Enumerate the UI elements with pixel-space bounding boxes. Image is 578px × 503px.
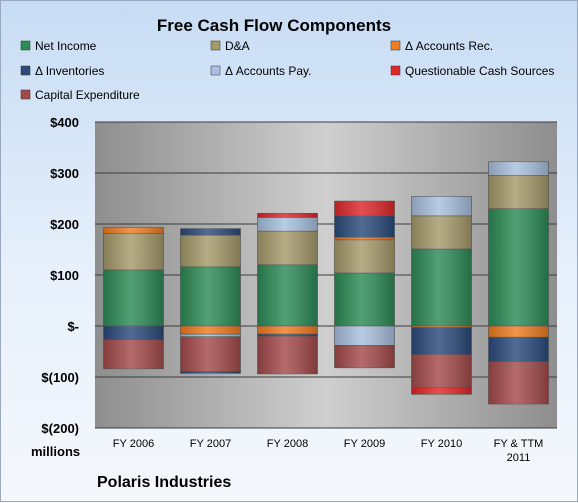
legend: Net Income D&A Δ Accounts Rec. Δ Inventorie… [20,39,554,102]
bar-segment-shading [411,248,472,326]
y-tick-label: $200 [50,217,79,232]
gridlines [95,121,557,429]
y-tick-label: $300 [50,166,79,181]
unit-label: millions [31,444,80,459]
bar-segment-shading [180,371,241,374]
bar-segment-shading [334,201,395,216]
legend-label-accounts-rec: Δ Accounts Rec. [405,39,493,53]
bar-segment-shading [180,336,241,372]
bar-segment-shading [488,175,549,209]
bar-segment-shading [411,327,472,355]
y-tick-label: $400 [50,115,79,130]
y-tick-label: $100 [50,268,79,283]
bar-segment-shading [411,354,472,388]
source-label: Polaris Industries [97,474,231,491]
x-axis-tick-labels: FY 2006 FY 2007 FY 2008 FY 2009 FY 2010 FY & … [113,438,544,464]
bar-segment-shading [488,361,549,405]
bar-segment-shading [334,345,395,368]
legend-label-accounts-pay: Δ Accounts Pay. [225,64,312,78]
bar-segment-shading [334,237,395,240]
legend-swatch-d-a [210,40,221,51]
y-tick-label: $(200) [41,421,79,436]
bar-segment-shading [103,269,164,326]
bar-segment-shading [257,264,318,326]
bar-segment-shading [334,239,395,273]
bar-segment-shading [488,161,549,176]
x-tick-label: FY 2006 [113,438,154,450]
legend-swatch-net-income [20,40,31,51]
x-tick-label: FY 2007 [190,438,231,450]
bar-segment-shading [257,326,318,335]
bar-segment-shading [411,215,472,249]
bar-segment-shading [257,336,318,374]
bar-segment-shading [180,334,241,337]
legend-label-net-income: Net Income [35,39,97,53]
legend-label-inventories: Δ Inventories [35,64,104,78]
bar-segment-shading [488,208,549,326]
bar-segment-shading [180,326,241,335]
x-tick-label: FY & TTM 2011 [494,438,544,464]
bar-segment-shading [257,231,318,265]
bar-segment-shading [411,387,472,395]
bar-segment-shading [103,326,164,340]
bar-segment-shading [257,334,318,337]
bars [103,161,549,405]
bar-segment-shading [334,326,395,346]
bar-segment-shading [180,266,241,326]
legend-swatch-accounts-rec [390,40,401,51]
x-tick-label: FY 2008 [267,438,308,450]
legend-swatch-accounts-pay [210,65,221,76]
bar-segment-shading [488,337,549,362]
bar-segment-shading [180,228,241,236]
bar-segment-shading [103,339,164,369]
y-tick-label: $- [67,319,79,334]
bar-segment-shading [334,215,395,238]
bar-segment-shading [257,217,318,232]
chart-title: Free Cash Flow Components [157,16,391,35]
bar-segment-shading [257,213,318,218]
y-tick-label: $(100) [41,370,79,385]
x-tick-label: FY 2009 [344,438,385,450]
x-tick-label: FY 2010 [421,438,462,450]
legend-label-questionable-cash-sources: Questionable Cash Sources [405,64,554,78]
legend-swatch-inventories [20,65,31,76]
bar-segment-shading [103,227,164,234]
y-axis-tick-labels: $400 $300 $200 $100 $- $(100) $(200) [41,115,79,436]
bar-segment-shading [411,196,472,216]
bar-segment-shading [103,233,164,270]
bar-segment-shading [488,326,549,338]
legend-swatch-capital-expenditure [20,89,31,100]
bar-segment-shading [411,326,472,328]
legend-swatch-questionable-cash-sources [390,65,401,76]
legend-label-capital-expenditure: Capital Expenditure [35,88,140,102]
bar-segment-shading [180,235,241,267]
bar-segment-shading [334,272,395,326]
legend-label-d-a: D&A [225,39,250,53]
